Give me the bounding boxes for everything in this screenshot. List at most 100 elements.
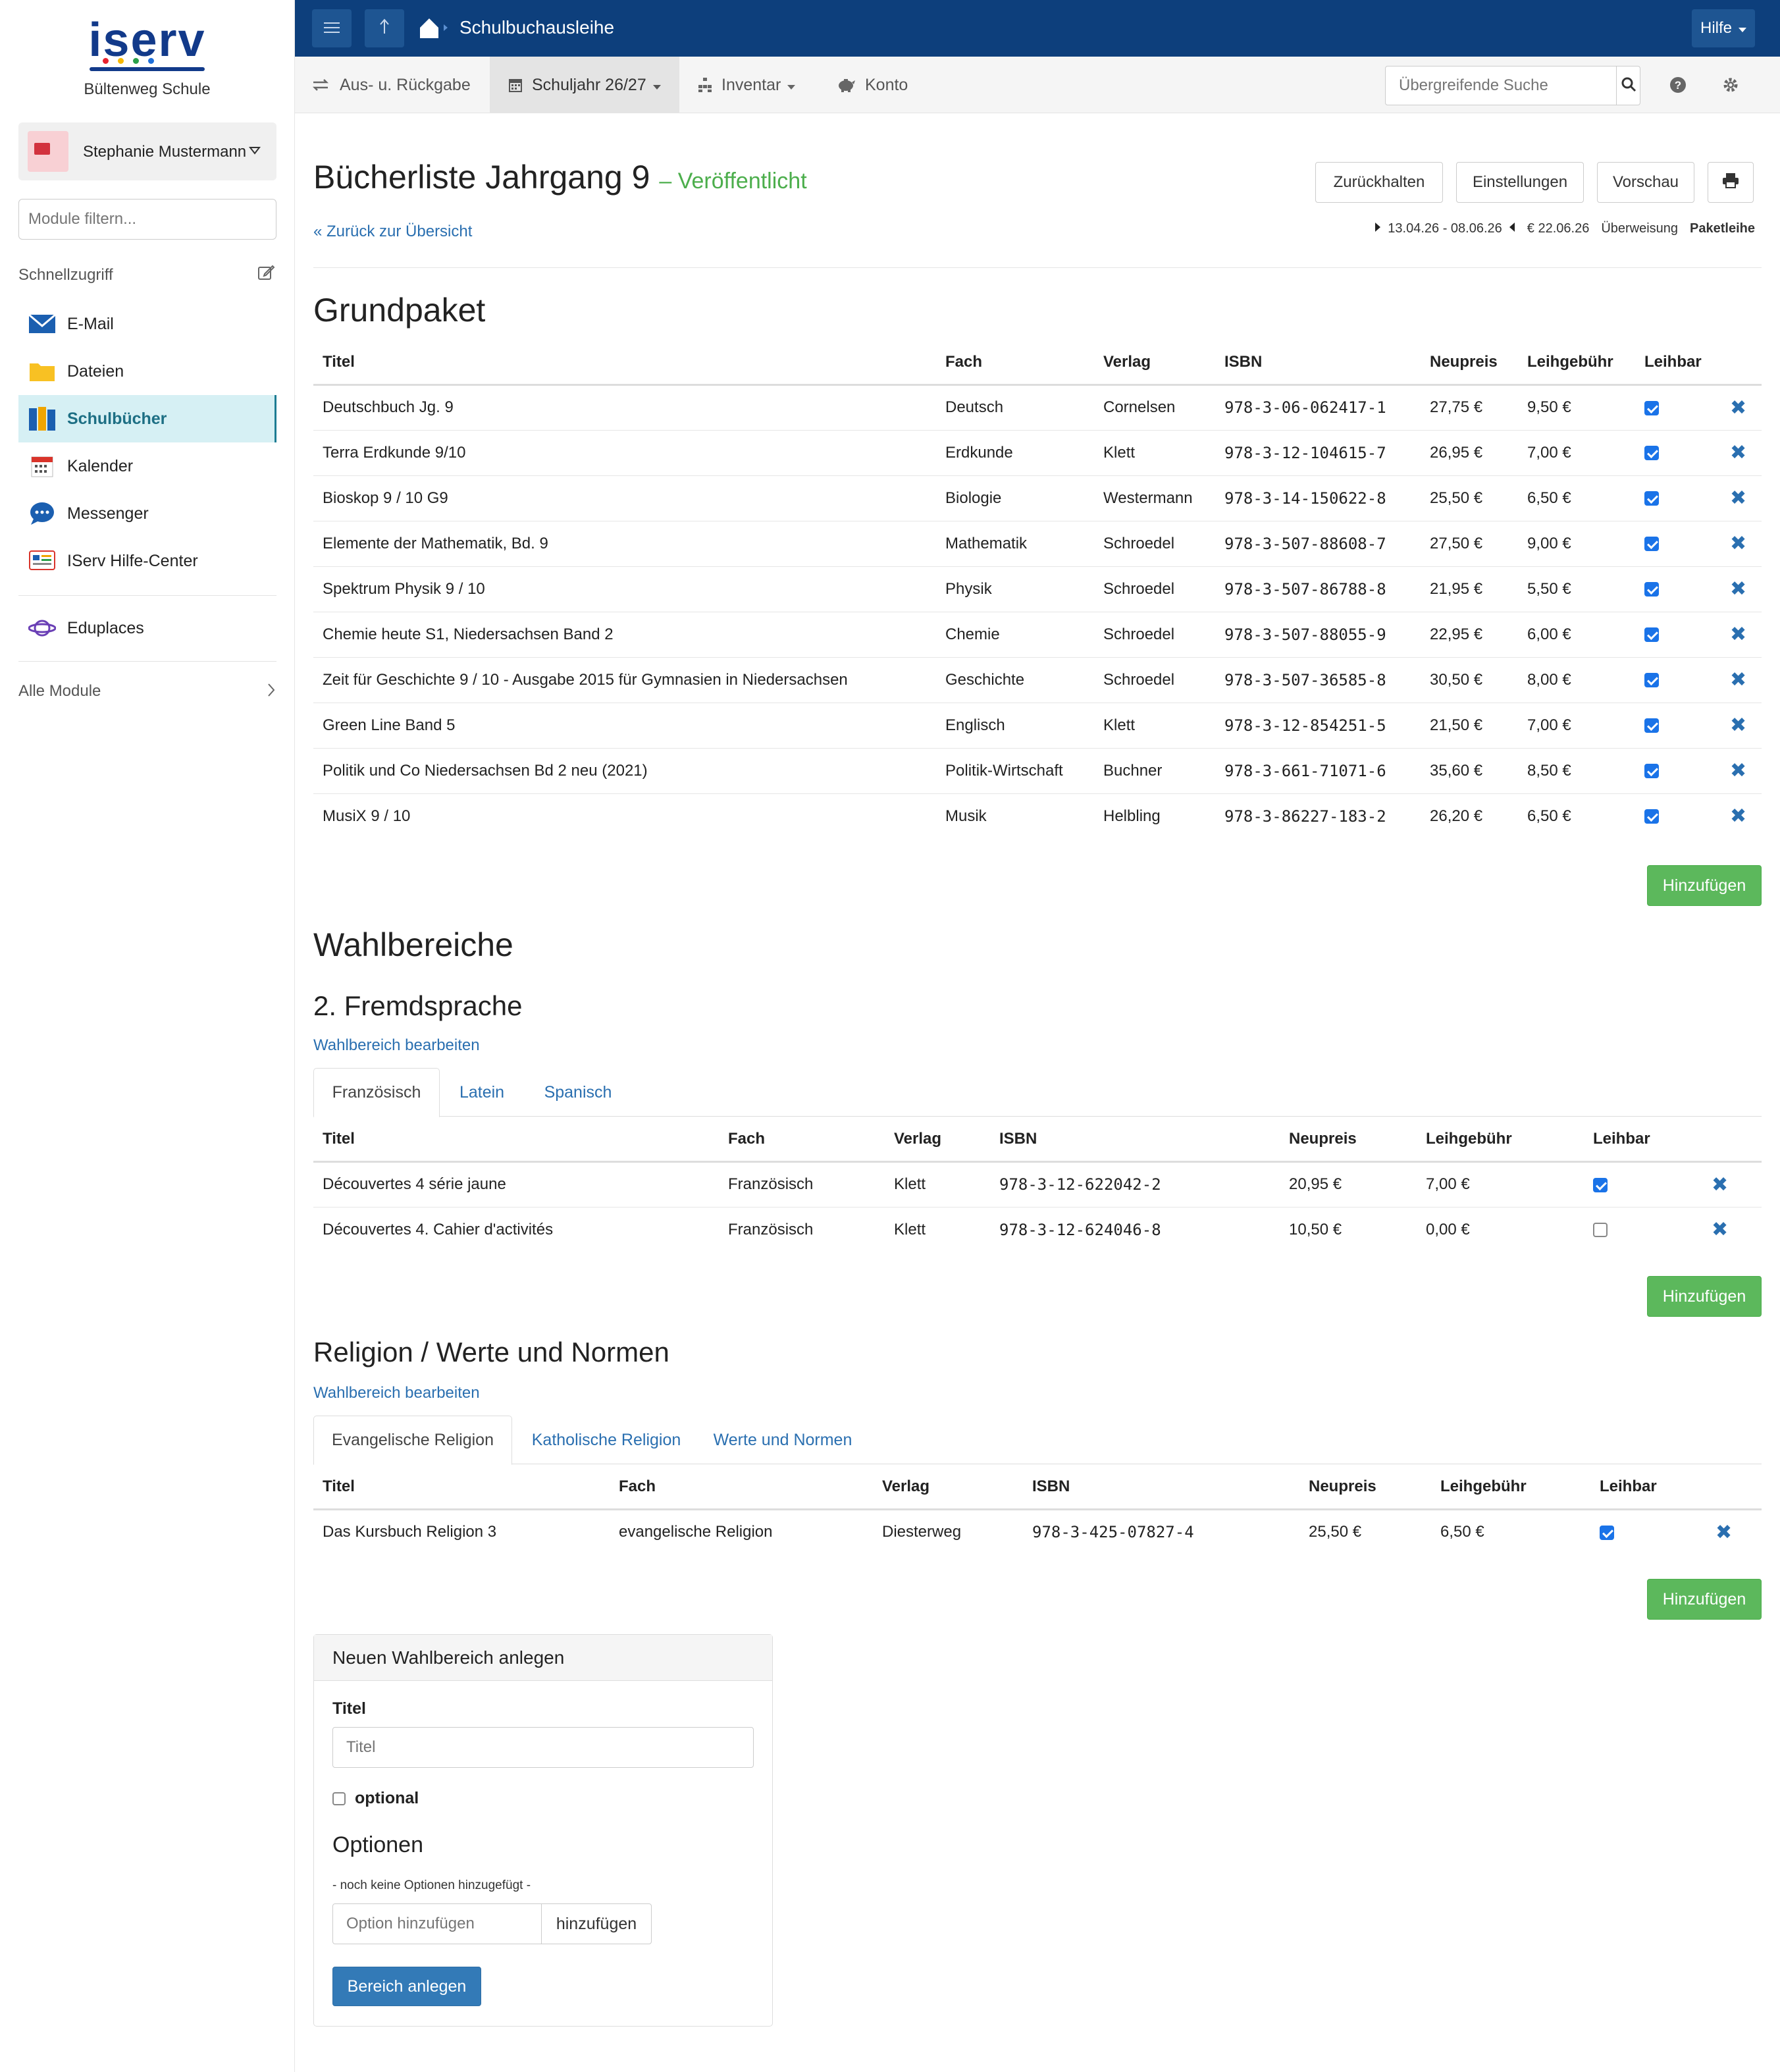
payment-due-text: € 22.06.26 — [1527, 221, 1590, 236]
book-title: MusiX 9 / 10 — [313, 793, 936, 839]
quick-access-label: Schnellzugriff — [18, 266, 113, 284]
print-icon — [1722, 173, 1739, 193]
delete-cell: ✖ — [1721, 747, 1762, 793]
subject: Politik-Wirtschaft — [936, 747, 1094, 793]
logo[interactable]: iserv Bültenweg Schule — [0, 0, 294, 99]
withhold-button[interactable]: Zurückhalten — [1315, 162, 1443, 203]
lendable-checkbox[interactable] — [1644, 537, 1659, 552]
subject: Französisch — [728, 1175, 814, 1193]
lendable-checkbox[interactable] — [1644, 809, 1659, 824]
remove-icon[interactable]: ✖ — [1715, 1521, 1733, 1543]
rental-fee: 8,50 € — [1518, 747, 1635, 793]
tab-latin[interactable]: Latein — [459, 1083, 505, 1102]
sidebar-item-help-center[interactable]: IServ Hilfe-Center — [18, 537, 276, 585]
remove-icon[interactable]: ✖ — [1712, 1219, 1729, 1241]
tab-checkout-return[interactable]: Aus- u. Rückgabe — [311, 57, 471, 113]
preview-button[interactable]: Vorschau — [1597, 162, 1694, 203]
option-input[interactable] — [332, 1903, 542, 1944]
new-price: 20,95 € — [1289, 1175, 1342, 1193]
lendable-checkbox[interactable] — [1644, 718, 1659, 733]
back-link[interactable]: « Zurück zur Übersicht — [313, 223, 473, 240]
search-input[interactable] — [1386, 66, 1616, 105]
add-book-button[interactable]: Hinzufügen — [1647, 1579, 1762, 1620]
sidebar-item-files[interactable]: Dateien — [18, 348, 276, 395]
remove-icon[interactable]: ✖ — [1730, 442, 1747, 464]
lendable-checkbox[interactable] — [1593, 1177, 1608, 1192]
new-price: 26,95 € — [1421, 429, 1518, 475]
remove-icon[interactable]: ✖ — [1730, 669, 1747, 691]
sidebar-item-email[interactable]: E-Mail — [18, 300, 276, 348]
publisher: Diesterweg — [882, 1523, 962, 1541]
new-price: 27,50 € — [1421, 520, 1518, 566]
top-bar: Schulbuchausleihe Hilfe — [295, 0, 1780, 57]
lendable-checkbox[interactable] — [1644, 582, 1659, 597]
all-modules-link[interactable]: Alle Module — [18, 682, 276, 703]
remove-icon[interactable]: ✖ — [1730, 760, 1747, 782]
sub-navigation: Aus- u. Rückgabe Schuljahr 26/27 Inventa… — [295, 57, 1780, 113]
tab-inventory[interactable]: Inventar — [698, 57, 796, 113]
remove-icon[interactable]: ✖ — [1730, 624, 1747, 645]
gear-icon[interactable] — [1719, 74, 1742, 96]
remove-icon[interactable]: ✖ — [1730, 533, 1747, 554]
sidebar-item-messenger[interactable]: Messenger — [18, 490, 276, 537]
tab-spanish[interactable]: Spanisch — [544, 1083, 612, 1102]
menu-button[interactable] — [312, 9, 352, 47]
lendable-checkbox[interactable] — [1644, 446, 1659, 461]
lendable-checkbox[interactable] — [1644, 673, 1659, 688]
remove-icon[interactable]: ✖ — [1730, 805, 1747, 828]
lendable-checkbox[interactable] — [1644, 491, 1659, 506]
remove-icon[interactable]: ✖ — [1730, 714, 1747, 736]
add-book-button[interactable]: Hinzufügen — [1647, 1276, 1762, 1317]
logo-dots — [103, 58, 155, 64]
tab-account[interactable]: Konto — [836, 57, 908, 113]
new-price: 21,95 € — [1421, 566, 1518, 612]
remove-icon[interactable]: ✖ — [1712, 1173, 1729, 1196]
add-book-button[interactable]: Hinzufügen — [1647, 865, 1762, 906]
search-icon — [1621, 76, 1636, 95]
swap-icon — [311, 77, 330, 93]
tab-school-year[interactable]: Schuljahr 26/27 — [490, 57, 679, 113]
user-menu[interactable]: Stephanie Mustermann — [18, 122, 276, 180]
tab-french[interactable]: Französisch — [313, 1068, 440, 1117]
subject: Deutsch — [945, 398, 1004, 416]
sidebar-item-schoolbooks[interactable]: Schulbücher — [18, 395, 276, 442]
column-header: Neupreis — [1280, 1118, 1417, 1163]
edit-area-link[interactable]: Wahlbereich bearbeiten — [313, 1384, 480, 1402]
sidebar-item-calendar[interactable]: Kalender — [18, 442, 276, 490]
optional-checkbox[interactable] — [332, 1792, 346, 1805]
lendable-cell — [1584, 1206, 1702, 1252]
rental-fee: 0,00 € — [1417, 1206, 1584, 1252]
lendable-checkbox[interactable] — [1593, 1223, 1608, 1238]
tab-values-norms[interactable]: Werte und Normen — [713, 1431, 852, 1449]
question-circle-icon[interactable]: ? — [1667, 74, 1689, 96]
search-button[interactable] — [1616, 66, 1640, 105]
print-button[interactable] — [1708, 162, 1754, 203]
module-filter-input[interactable] — [18, 199, 276, 240]
lendable-checkbox[interactable] — [1644, 764, 1659, 779]
up-button[interactable] — [365, 9, 404, 47]
remove-icon[interactable]: ✖ — [1730, 578, 1747, 600]
lendable-checkbox[interactable] — [1644, 400, 1659, 415]
tab-label: Schuljahr 26/27 — [532, 75, 646, 94]
lendable-checkbox[interactable] — [1644, 627, 1659, 643]
settings-button[interactable]: Einstellungen — [1456, 162, 1584, 203]
book-title: Green Line Band 5 — [313, 702, 936, 748]
list-title-text: Bücherliste Jahrgang 9 — [313, 159, 650, 196]
home-icon[interactable] — [417, 14, 454, 44]
tab-catholic-religion[interactable]: Katholische Religion — [531, 1431, 681, 1449]
add-option-button[interactable]: hinzufügen — [541, 1903, 652, 1944]
column-header: Leihgebühr — [1417, 1118, 1584, 1163]
edit-area-link[interactable]: Wahlbereich bearbeiten — [313, 1036, 480, 1054]
edit-icon[interactable] — [257, 263, 275, 282]
create-area-button[interactable]: Bereich anlegen — [332, 1967, 481, 2006]
title-label: Titel — [332, 1699, 366, 1718]
tab-protestant-religion[interactable]: Evangelische Religion — [313, 1416, 512, 1465]
column-header: Fach — [936, 341, 1094, 386]
help-button[interactable]: Hilfe — [1692, 9, 1755, 47]
title-input[interactable] — [332, 1727, 754, 1768]
column-header: ISBN — [990, 1118, 1280, 1163]
sidebar-item-eduplaces[interactable]: Eduplaces — [18, 604, 276, 652]
remove-icon[interactable]: ✖ — [1730, 396, 1747, 419]
lendable-checkbox[interactable] — [1600, 1525, 1614, 1540]
remove-icon[interactable]: ✖ — [1730, 487, 1747, 509]
